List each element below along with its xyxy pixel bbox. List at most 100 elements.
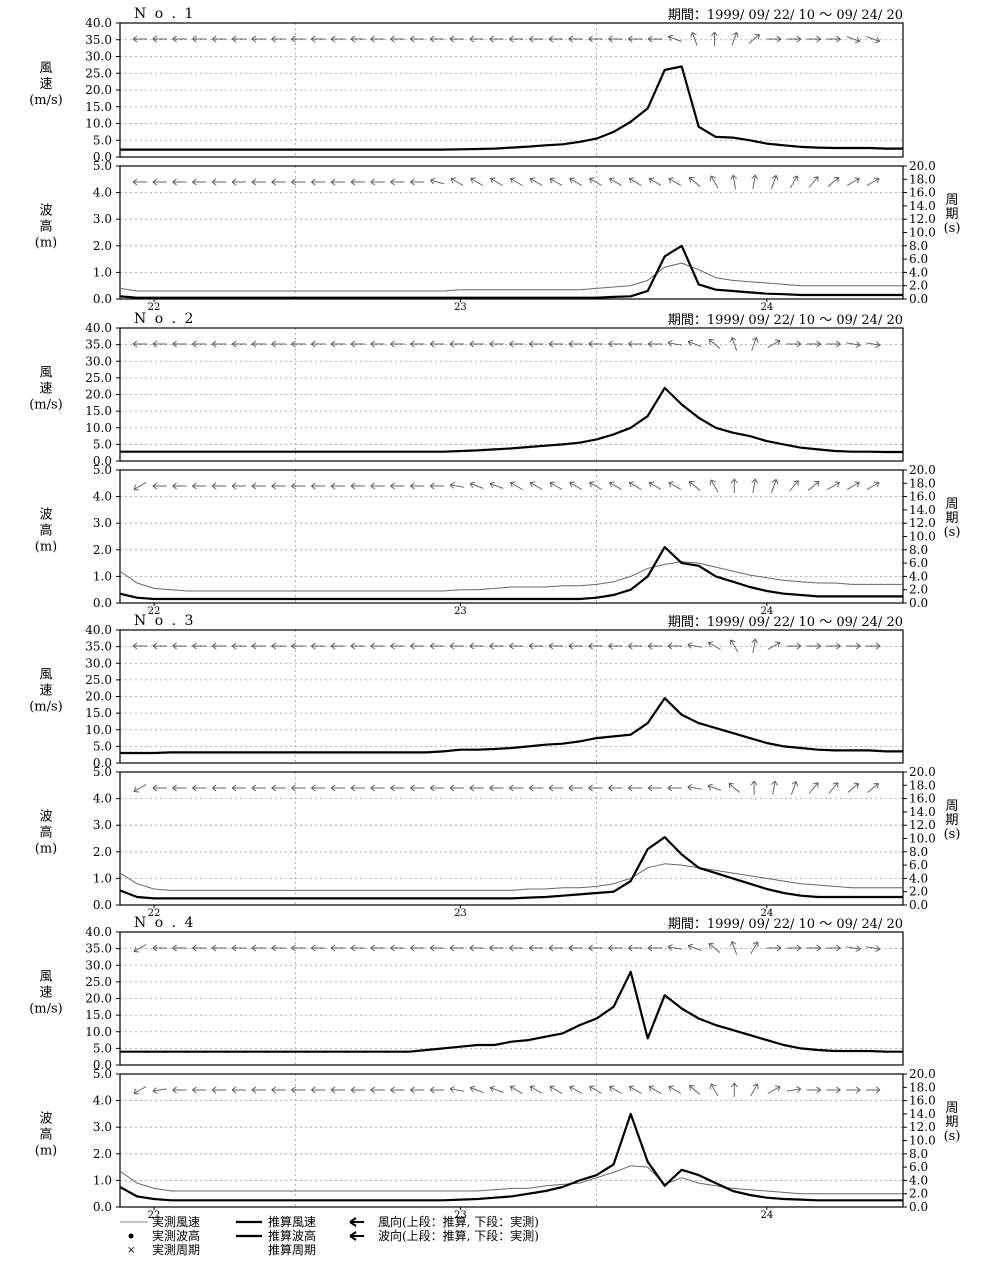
- direction-arrow-icon: [152, 944, 167, 952]
- arrow-head: [490, 177, 496, 184]
- y-tick-label: 5.0: [93, 765, 112, 779]
- direction-arrow-icon: [449, 784, 464, 792]
- panel-2: 0.01.02.03.04.05.00.02.04.06.08.010.012.…: [35, 159, 961, 313]
- y-tick-label: 0.0: [93, 454, 112, 468]
- direction-arrow-icon: [807, 481, 820, 491]
- direction-arrow-icon: [529, 1085, 543, 1094]
- y2-tick-label: 18.0: [909, 1080, 936, 1094]
- arrow-head: [390, 178, 395, 186]
- direction-arrow-icon: [548, 642, 563, 650]
- arrow-shaft: [489, 483, 504, 489]
- y2-tick-label: 8.0: [909, 1147, 928, 1161]
- arrow-head: [449, 35, 455, 43]
- direction-arrow-icon: [410, 1086, 425, 1094]
- arrow-shaft: [827, 482, 840, 490]
- y2-tick-label: 6.0: [909, 252, 928, 266]
- direction-arrow-icon: [846, 1086, 861, 1094]
- arrow-head: [152, 35, 158, 43]
- direction-arrow-icon: [748, 34, 760, 44]
- direction-arrow-icon: [588, 35, 603, 43]
- arrow-head: [569, 177, 575, 184]
- direction-arrow-icon: [133, 1086, 147, 1095]
- arrow-shaft: [866, 342, 880, 346]
- y2-tick-label: 10.0: [909, 1134, 936, 1148]
- direction-arrow-icon: [826, 340, 841, 348]
- direction-arrow-icon: [628, 642, 643, 650]
- arrow-head: [667, 34, 674, 42]
- direction-arrow-icon: [548, 35, 563, 43]
- measured-series-line: [119, 863, 903, 891]
- x-tick-label: 23: [454, 302, 467, 313]
- arrow-shaft: [689, 1085, 701, 1095]
- arrow-head: [791, 781, 799, 787]
- arrow-head: [311, 1086, 316, 1094]
- arrow-head: [291, 944, 296, 952]
- arrow-shaft: [767, 642, 781, 650]
- arrow-shaft: [648, 178, 662, 186]
- arrow-head: [211, 642, 217, 650]
- arrow-head: [709, 479, 716, 485]
- y-tick-label: 1.0: [93, 265, 112, 279]
- direction-arrow-icon: [826, 1086, 841, 1094]
- arrow-head: [628, 340, 633, 348]
- arrow-head: [528, 340, 534, 348]
- arrow-head: [751, 638, 758, 644]
- arrow-head: [813, 782, 819, 788]
- direction-arrow-icon: [750, 941, 759, 955]
- direction-arrow-icon: [628, 340, 643, 348]
- arrow-head: [647, 35, 653, 43]
- arrow-head: [509, 481, 516, 488]
- y-tick-label: 35.0: [85, 33, 112, 47]
- direction-arrow-icon: [211, 35, 227, 43]
- arrow-head: [709, 1083, 716, 1089]
- direction-arrow-icon: [370, 35, 385, 43]
- direction-arrow-icon: [751, 638, 758, 653]
- y-tick-label: 15.0: [85, 1008, 112, 1022]
- direction-arrow-icon: [390, 482, 405, 490]
- direction-arrow-icon: [548, 340, 563, 348]
- y-axis-label: 高: [39, 1127, 52, 1143]
- arrow-head: [813, 176, 819, 182]
- arrow-head: [688, 177, 695, 183]
- direction-arrow-icon: [390, 944, 405, 952]
- arrow-shaft: [589, 1086, 602, 1094]
- y-tick-label: 30.0: [85, 354, 112, 368]
- arrow-shaft: [708, 943, 721, 953]
- arrow-head: [449, 1086, 455, 1093]
- arrow-head: [429, 482, 435, 490]
- arrow-shaft: [789, 175, 798, 189]
- y-tick-label: 35.0: [85, 640, 112, 654]
- y-tick-label: 40.0: [85, 623, 112, 637]
- arrow-head: [588, 944, 593, 952]
- arrow-head: [792, 175, 799, 181]
- arrow-head: [589, 177, 595, 184]
- direction-arrow-icon: [449, 1086, 464, 1093]
- arrow-head: [509, 35, 514, 43]
- arrow-shaft: [710, 479, 719, 493]
- direction-arrow-icon: [429, 340, 445, 348]
- direction-arrow-icon: [489, 481, 504, 489]
- direction-arrow-icon: [806, 35, 821, 43]
- y-tick-label: 20.0: [85, 690, 112, 704]
- direction-arrow-icon: [231, 784, 247, 792]
- arrow-head: [668, 481, 674, 488]
- arrow-head: [730, 941, 737, 947]
- arrow-head: [251, 340, 257, 348]
- direction-arrow-icon: [271, 784, 286, 792]
- direction-arrow-icon: [172, 784, 187, 792]
- direction-arrow-icon: [271, 178, 286, 186]
- arrow-head: [568, 340, 574, 348]
- y-axis-label: 波: [39, 508, 52, 523]
- y-axis-label: (m/s): [29, 398, 63, 413]
- arrow-head: [489, 481, 495, 489]
- period-label: 期間：1999/ 09/ 22/ 10 〜 09/ 24/ 20: [668, 615, 903, 630]
- y-tick-label: 1.0: [93, 871, 112, 885]
- arrow-head: [836, 642, 841, 650]
- arrow-head: [528, 784, 534, 792]
- arrow-shaft: [846, 178, 860, 186]
- measured-series-line: [119, 561, 903, 592]
- y-tick-label: 1.0: [93, 569, 112, 583]
- arrow-shaft: [510, 1086, 523, 1094]
- arrow-shaft: [549, 482, 563, 490]
- arrow-shaft: [629, 1086, 642, 1094]
